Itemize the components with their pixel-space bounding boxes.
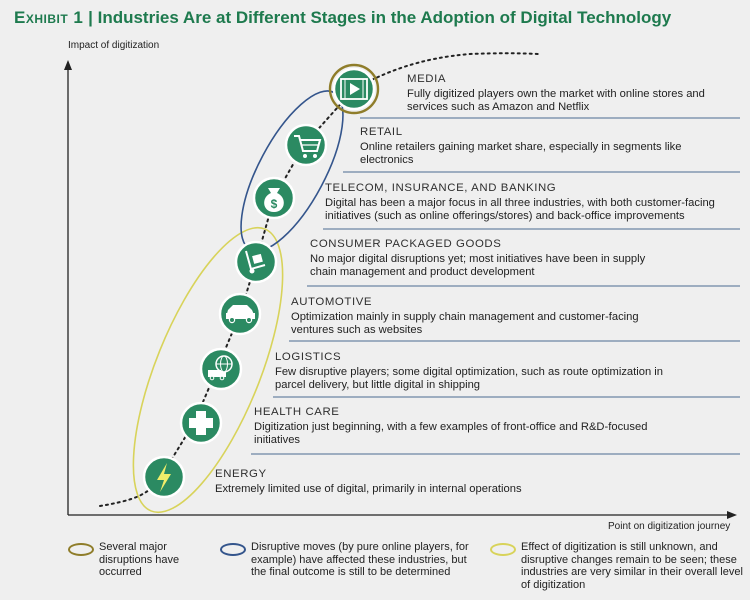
title-text: Industries Are at Different Stages in th… <box>97 8 672 27</box>
stage-automotive: AUTOMOTIVE Optimization mainly in supply… <box>291 296 671 337</box>
stage-health-care: HEALTH CARE Digitization just beginning,… <box>254 406 674 447</box>
stage-consumer-packaged-goods: CONSUMER PACKAGED GOODS No major digital… <box>310 238 670 279</box>
stage-telecom-insurance-banking: TELECOM, INSURANCE, AND BANKING Digital … <box>325 182 735 223</box>
exhibit-title: Exhibit 1 | Industries Are at Different … <box>14 8 671 28</box>
y-axis-arrow <box>64 60 72 70</box>
video-play-icon <box>332 67 376 111</box>
legend-yellow-ring-icon <box>490 543 516 556</box>
stage-logistics: LOGISTICS Few disruptive players; some d… <box>275 351 685 392</box>
hand-truck-icon <box>234 240 278 284</box>
stage-dividers <box>251 117 740 455</box>
svg-text:$: $ <box>271 197 278 211</box>
stage-description: Online retailers gaining market share, e… <box>360 141 682 166</box>
x-axis-arrow <box>727 511 737 519</box>
stage-name: CONSUMER PACKAGED GOODS <box>310 238 502 250</box>
legend-blue-ring-icon <box>220 543 246 556</box>
stage-name: MEDIA <box>407 73 447 85</box>
legend-gold-ring-icon <box>68 543 94 556</box>
x-axis-label: Point on digitization journey <box>608 521 731 532</box>
stage-description: Extremely limited use of digital, primar… <box>215 483 522 495</box>
stage-name: TELECOM, INSURANCE, AND BANKING <box>325 182 557 194</box>
stage-description: Digital has been a major focus in all th… <box>325 197 715 222</box>
legend-text: Several major disruptions have occurred <box>99 541 180 578</box>
stage-description: Optimization mainly in supply chain mana… <box>291 311 639 336</box>
lightning-bolt-icon <box>142 455 186 499</box>
unknown-effect-group-ellipse <box>132 226 284 514</box>
globe-truck-icon <box>199 347 243 391</box>
stage-name: AUTOMOTIVE <box>291 296 373 308</box>
legend-text: Effect of digitization is still unknown,… <box>521 541 743 591</box>
stage-description: No major digital disruptions yet; most i… <box>310 253 646 278</box>
shopping-cart-icon <box>284 123 328 167</box>
stage-description: Few disruptive players; some digital opt… <box>275 366 664 391</box>
stage-energy: ENERGY Extremely limited use of digital,… <box>215 468 685 496</box>
stage-name: RETAIL <box>360 126 403 138</box>
title-separator: | <box>88 8 93 27</box>
major-disruption-group-ring <box>328 63 380 115</box>
stage-description: Fully digitized players own the market w… <box>407 88 705 113</box>
stage-name: HEALTH CARE <box>254 406 340 418</box>
legend-text: Disruptive moves (by pure online players… <box>251 541 469 578</box>
digitization-curve <box>99 52 539 507</box>
medical-cross-icon <box>179 401 223 445</box>
stage-media: MEDIA Fully digitized players own the ma… <box>407 73 737 114</box>
money-bag-icon: $ <box>252 176 296 220</box>
stage-retail: RETAIL Online retailers gaining market s… <box>360 126 720 167</box>
y-axis-label: Impact of digitization <box>68 40 160 51</box>
stage-name: ENERGY <box>215 468 267 480</box>
exhibit-number: Exhibit 1 <box>14 8 84 27</box>
stage-description: Digitization just beginning, with a few … <box>254 421 648 446</box>
car-icon <box>218 292 262 336</box>
stage-name: LOGISTICS <box>275 351 342 363</box>
